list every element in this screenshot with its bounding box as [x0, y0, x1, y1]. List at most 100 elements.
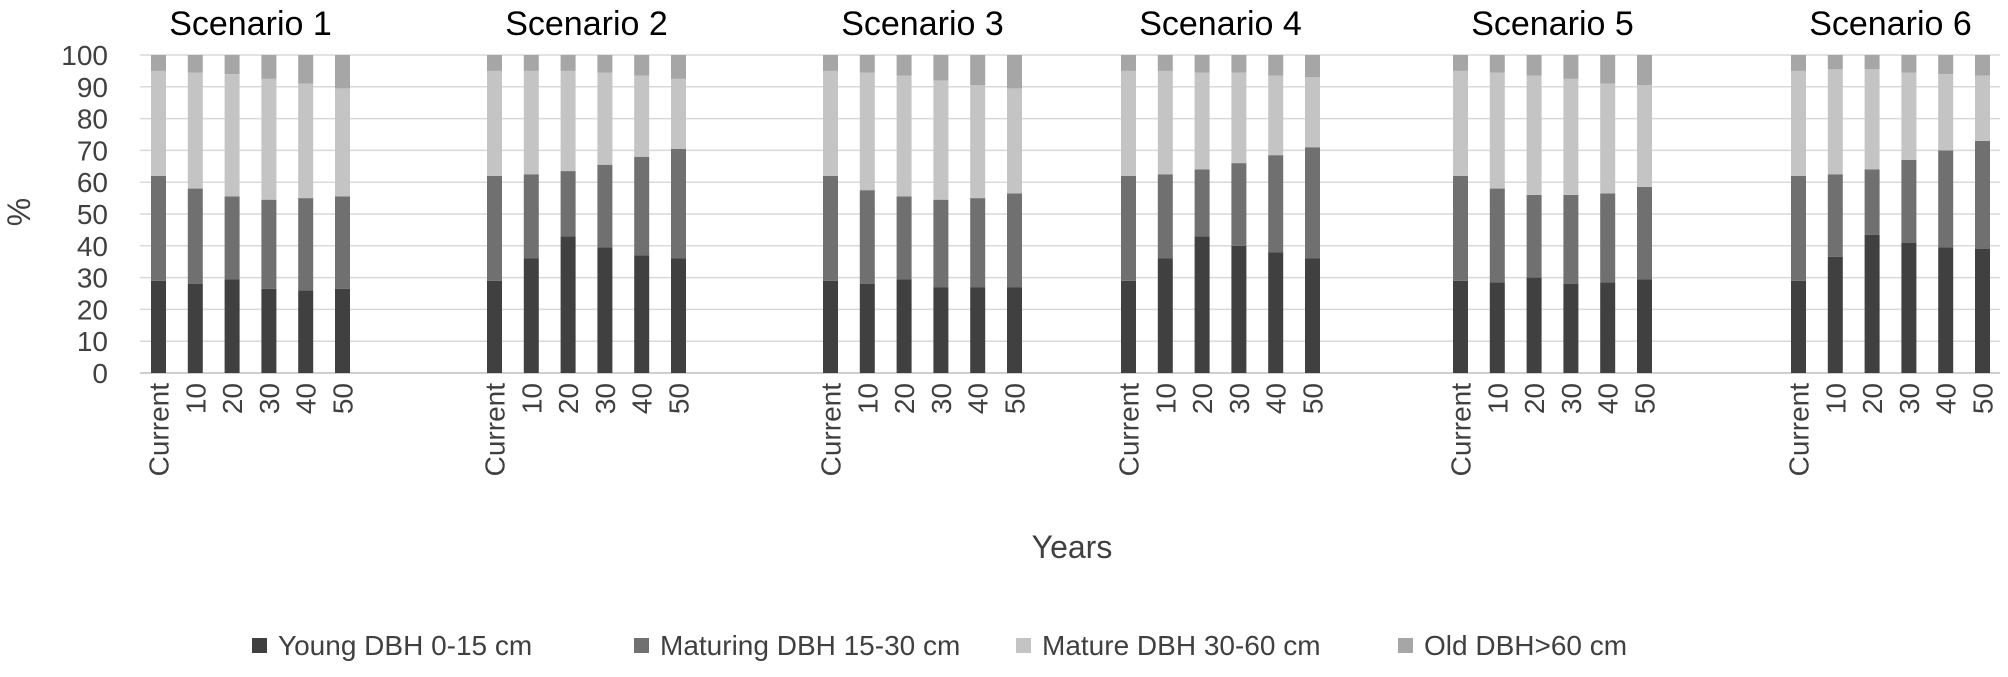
legend-label: Mature DBH 30-60 cm [1042, 630, 1321, 661]
scenario-title: Scenario 3 [841, 5, 1004, 43]
bar-segment [823, 280, 838, 373]
scenario-panel [1453, 55, 1652, 373]
x-tick-label: 20 [217, 383, 248, 414]
bar-segment [1194, 72, 1210, 170]
x-tick-label: 20 [1519, 383, 1550, 414]
x-tick-label: 40 [1931, 383, 1962, 414]
bar-segment [1453, 280, 1468, 373]
legend-item: Maturing DBH 15-30 cm [634, 630, 960, 661]
bar-segment [1526, 55, 1542, 76]
bar-segment [597, 72, 613, 165]
bar-segment [933, 55, 949, 81]
legend-item: Old DBH>60 cm [1398, 630, 1627, 661]
bar-segment [1231, 245, 1247, 373]
y-tick-label: 60 [77, 167, 108, 198]
bar-segment [1157, 258, 1173, 373]
y-tick-label: 0 [92, 358, 108, 389]
bar-segment [151, 280, 166, 373]
bar-segment [597, 164, 613, 248]
y-tick-label: 30 [77, 263, 108, 294]
bar-segment [597, 247, 613, 373]
bar-segment [1901, 242, 1917, 373]
legend-item: Mature DBH 30-60 cm [1016, 630, 1321, 661]
bar-segment [970, 55, 986, 86]
bar-segment [1453, 175, 1468, 281]
bar-segment [1864, 169, 1880, 235]
bar-segment [187, 72, 203, 189]
x-tick-label: 50 [1000, 383, 1031, 414]
x-tick-label: 10 [852, 383, 883, 414]
scenario-panel [823, 55, 1022, 373]
x-tick-label: Current [1446, 383, 1477, 477]
bar-segment [1637, 279, 1652, 373]
bar-segment [1975, 75, 1990, 141]
x-tick-label: 10 [516, 383, 547, 414]
bar-segment [1600, 55, 1616, 84]
bar-segment [487, 70, 502, 176]
bar-segment [151, 55, 166, 71]
y-tick-label: 10 [77, 326, 108, 357]
bar-segment [1901, 55, 1917, 73]
legend-label: Young DBH 0-15 cm [278, 630, 532, 661]
bar-segment [1563, 55, 1579, 79]
bar-segment [335, 55, 350, 89]
bar-segment [1600, 83, 1616, 194]
bar-segment [224, 55, 240, 75]
bar-segment [1305, 258, 1320, 373]
bar-segment [1007, 55, 1022, 89]
x-tick-label: 10 [1482, 383, 1513, 414]
x-tick-label: Current [480, 383, 511, 477]
bar-segment [335, 196, 350, 289]
x-tick-label: Current [1784, 383, 1815, 477]
bar-segment [1194, 236, 1210, 373]
bar-segment [1938, 150, 1954, 248]
bar-segment [1563, 194, 1579, 284]
bar-segment [1121, 55, 1136, 71]
bar-segment [1121, 175, 1136, 281]
bar-segment [1305, 77, 1320, 148]
scenario-panel [487, 55, 686, 373]
gridlines [140, 54, 2000, 374]
bar-segment [1231, 55, 1247, 73]
bar-segment [1157, 174, 1173, 259]
bar-segment [896, 279, 912, 373]
bar-segment [1563, 283, 1579, 373]
bar-segment [896, 75, 912, 197]
bar-segment [335, 88, 350, 197]
x-tick-label: 40 [627, 383, 658, 414]
bar-segment [1121, 280, 1136, 373]
bar-segment [1938, 247, 1954, 373]
bar-segment [523, 258, 539, 373]
bar-segment [1268, 75, 1284, 156]
legend-swatch [634, 638, 649, 653]
bar-segment [1194, 169, 1210, 237]
bar-segment [560, 236, 576, 373]
bar-segment [560, 70, 576, 172]
scenario-title: Scenario 6 [1809, 5, 1972, 43]
bar-segment [1864, 234, 1880, 373]
legend-label: Old DBH>60 cm [1424, 630, 1627, 661]
bar-segment [1827, 256, 1843, 373]
x-tick-label: 50 [1968, 383, 1999, 414]
y-tick-label: 20 [77, 294, 108, 325]
x-tick-label: 40 [1593, 383, 1624, 414]
bar-segment [1791, 280, 1806, 373]
x-tick-label: 50 [1298, 383, 1329, 414]
bar-segment [560, 55, 576, 71]
bar-segment [298, 55, 314, 84]
legend-swatch [252, 638, 267, 653]
x-axis-ticks: Current 10 20 30 40 50 Current 10 20 30 40 50 Curren… [144, 383, 1999, 477]
bar-segment [335, 288, 350, 373]
bar-segment [1827, 174, 1843, 257]
bar-segment [859, 72, 875, 191]
bar-segment [1938, 74, 1954, 151]
bar-segment [1231, 163, 1247, 246]
x-tick-label: 10 [1820, 383, 1851, 414]
bar-segment [1157, 70, 1173, 175]
scenario-panel [1121, 55, 1320, 373]
bar-segment [1827, 69, 1843, 175]
bar-segment [1637, 55, 1652, 86]
bar-segment [1791, 70, 1806, 176]
bar-segment [970, 198, 986, 288]
